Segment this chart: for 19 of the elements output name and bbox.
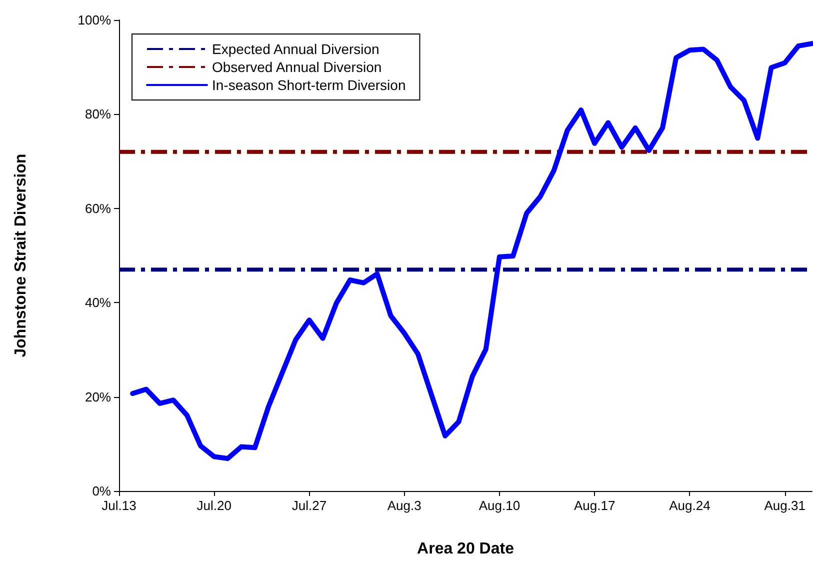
- y-axis-title: Johnstone Strait Diversion: [12, 154, 30, 358]
- x-tick-label: Jul.13: [102, 498, 136, 513]
- y-tick-label: 60%: [84, 200, 112, 216]
- x-axis-title: Area 20 Date: [417, 540, 514, 558]
- y-tick-label: 80%: [84, 106, 112, 122]
- legend-label: Observed Annual Diversion: [212, 59, 382, 75]
- y-tick-label: 40%: [84, 295, 112, 310]
- x-tick-label: Jul.20: [196, 498, 232, 513]
- y-tick-label: 20%: [84, 389, 112, 404]
- x-tick-label: Jul.27: [292, 498, 327, 513]
- legend-label: Expected Annual Diversion: [212, 41, 380, 57]
- x-tick-label: Aug.24: [669, 498, 710, 513]
- x-tick-label: Aug.31: [764, 498, 806, 513]
- x-tick-label: Aug.3: [387, 498, 422, 513]
- x-tick-label: Aug.10: [478, 498, 520, 513]
- x-tick-label: Aug.17: [574, 498, 616, 513]
- legend-label: In-season Short-term Diversion: [212, 77, 406, 93]
- y-tick-label: 100%: [78, 12, 112, 28]
- y-tick-label: 0%: [92, 484, 112, 498]
